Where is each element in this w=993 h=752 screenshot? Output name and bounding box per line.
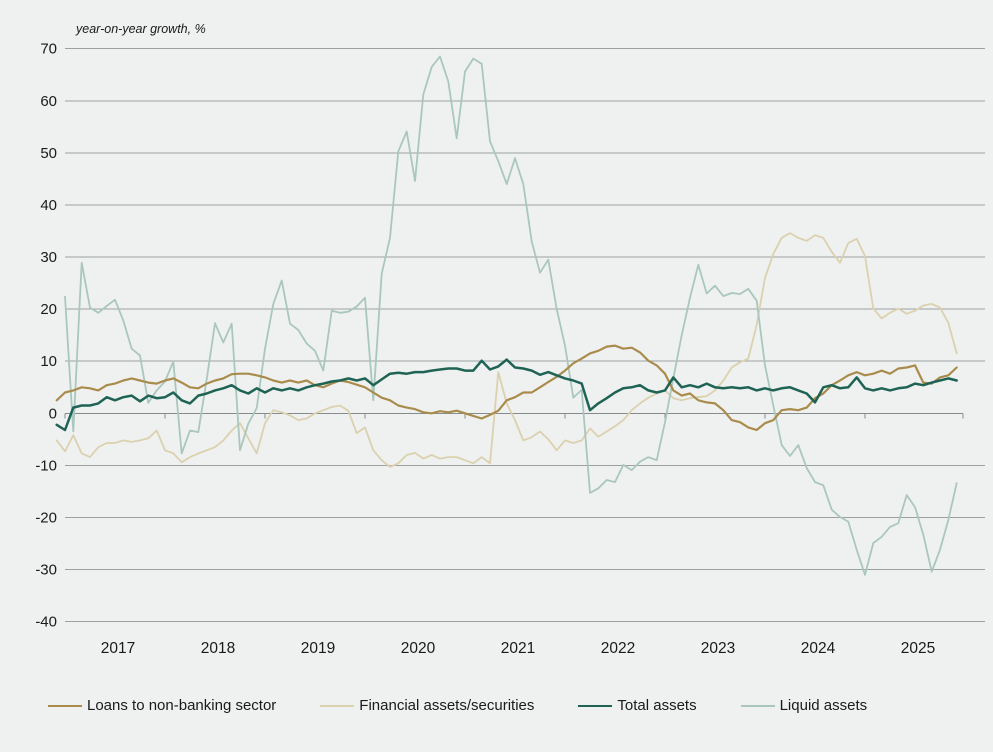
legend-label-financial: Financial assets/securities [359,697,535,714]
series-line-financial-assets-securities [55,232,958,468]
chart-plot: 70 60 50 40 30 20 10 0 -10 -20 -30 -40 2017 2018 2019 2… [35,41,985,657]
x-tick-label: 2017 [101,640,135,657]
series-line-loans-to-non-banking-sector [55,344,958,432]
legend-swatch-financial [320,704,355,707]
y-tick-label: -30 [35,562,57,579]
x-tick-label: 2021 [501,640,535,657]
x-tick-label: 2022 [601,640,635,657]
x-tick-label: 2023 [701,640,735,657]
x-tick-label: 2020 [401,640,436,657]
y-tick-label: 10 [40,353,57,370]
legend-swatch-loans [48,704,82,707]
legend-item-loans: Loans to non-banking sector [48,697,276,714]
legend-item-liquid: Liquid assets [740,697,868,714]
y-tick-label: 20 [40,301,57,318]
legend-item-financial: Financial assets/securities [320,697,534,714]
legend-label-total: Total assets [617,697,697,714]
y-tick-label: 60 [40,93,57,110]
series-line-liquid-assets [64,55,958,576]
legend-label-loans: Loans to non-banking sector [87,697,277,714]
x-tick-label: 2019 [301,640,335,657]
y-tick-label: 70 [40,41,57,58]
x-tick-label: 2025 [901,640,935,657]
legend-swatch-total [578,704,613,707]
y-axis-unit-label: year-on-year growth, % [76,22,206,36]
series-line-total-assets [55,358,958,432]
legend: Loans to non-banking sector Financial as… [48,697,948,714]
x-tick-label: 2024 [801,640,836,657]
legend-label-liquid: Liquid assets [779,697,868,714]
legend-swatch-liquid [740,704,775,707]
y-tick-label: -40 [35,614,57,631]
legend-item-total: Total assets [578,697,697,714]
y-tick-label: 30 [40,249,57,266]
x-tick-label: 2018 [201,640,235,657]
y-tick-label: 50 [40,145,57,162]
y-tick-label: 40 [40,197,57,214]
y-tick-label: -10 [35,457,57,474]
y-tick-label: -20 [35,509,57,526]
y-tick-label: 0 [49,405,57,422]
